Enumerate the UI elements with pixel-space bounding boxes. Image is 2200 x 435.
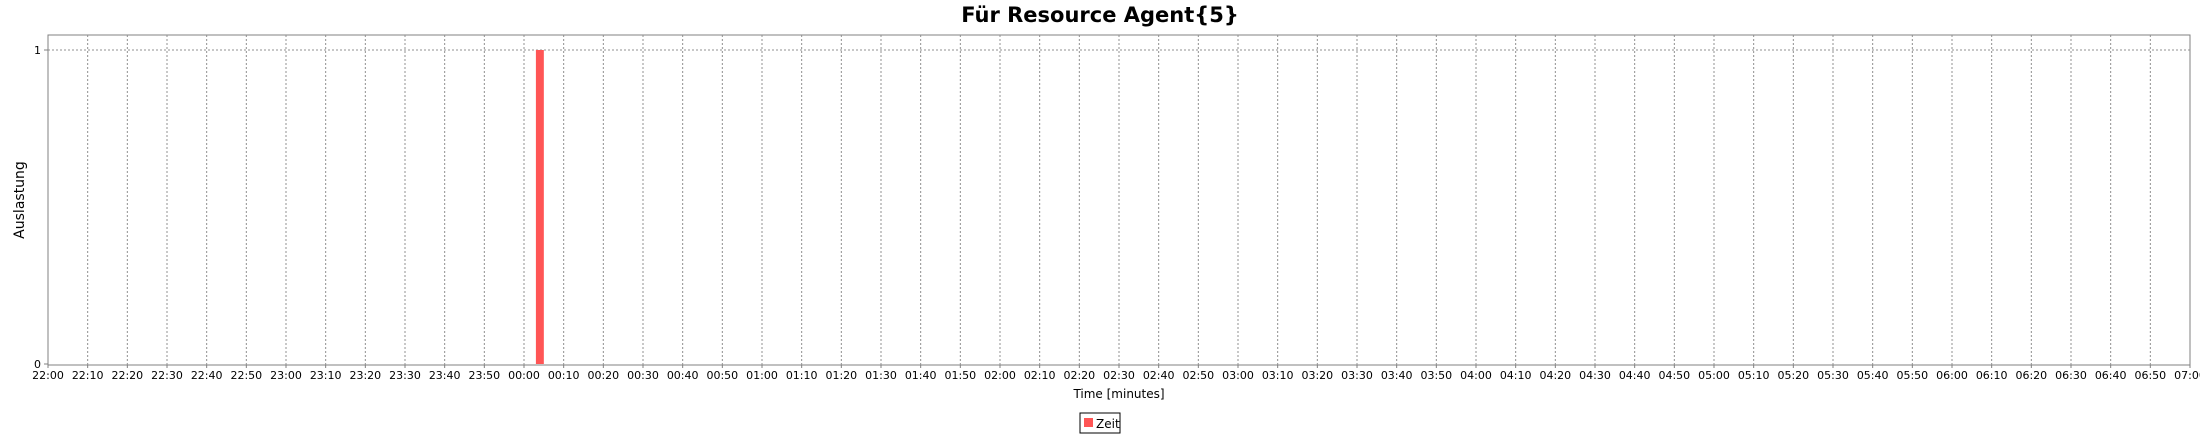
x-tick-label: 23:00 — [270, 369, 302, 382]
x-tick-label: 01:20 — [825, 369, 857, 382]
x-tick-label: 00:20 — [587, 369, 619, 382]
x-tick-label: 04:50 — [1658, 369, 1690, 382]
x-tick-label: 03:00 — [1222, 369, 1254, 382]
x-tick-label: 01:10 — [786, 369, 818, 382]
x-tick-label: 05:30 — [1817, 369, 1849, 382]
x-tick-label: 04:00 — [1460, 369, 1492, 382]
x-tick-label: 03:50 — [1420, 369, 1452, 382]
x-tick-label: 04:40 — [1619, 369, 1651, 382]
legend-swatch — [1084, 418, 1093, 427]
x-tick-label: 05:20 — [1777, 369, 1809, 382]
y-tick-label: 1 — [34, 44, 41, 57]
x-tick-label: 06:10 — [1976, 369, 2008, 382]
x-tick-label: 22:20 — [111, 369, 143, 382]
x-tick-label: 01:30 — [865, 369, 897, 382]
x-tick-label: 02:40 — [1143, 369, 1175, 382]
x-tick-label: 22:30 — [151, 369, 183, 382]
x-tick-label: 04:10 — [1500, 369, 1532, 382]
x-tick-label: 06:40 — [2095, 369, 2127, 382]
bar-series — [535, 50, 544, 364]
x-axis-label: Time [minutes] — [1072, 387, 1164, 401]
x-tick-label: 03:10 — [1262, 369, 1294, 382]
x-tick-label: 22:40 — [191, 369, 223, 382]
x-tick-label: 03:40 — [1381, 369, 1413, 382]
grid — [48, 35, 2190, 365]
x-tick-label: 23:40 — [429, 369, 461, 382]
x-tick-label: 22:10 — [72, 369, 104, 382]
x-tick-label: 06:30 — [2055, 369, 2087, 382]
x-tick-label: 02:20 — [1063, 369, 1095, 382]
x-tick-label: 00:10 — [548, 369, 580, 382]
x-tick-label: 05:40 — [1857, 369, 1889, 382]
x-tick-label: 00:50 — [706, 369, 738, 382]
legend: Zeit — [1079, 412, 1121, 434]
y-axis: 01 — [34, 44, 48, 371]
x-tick-label: 22:50 — [230, 369, 262, 382]
bar — [535, 50, 544, 364]
x-tick-label: 01:50 — [944, 369, 976, 382]
legend-label: Zeit — [1096, 417, 1120, 431]
x-tick-label: 04:20 — [1539, 369, 1571, 382]
x-tick-label: 04:30 — [1579, 369, 1611, 382]
x-tick-label: 01:40 — [905, 369, 937, 382]
y-tick-label: 0 — [34, 358, 41, 371]
x-tick-label: 03:30 — [1341, 369, 1373, 382]
x-tick-label: 23:20 — [349, 369, 381, 382]
x-tick-label: 00:40 — [667, 369, 699, 382]
x-axis: 22:00 22:10 22:20 22:30 22:40 22:50 23:00 23:10… — [32, 365, 2200, 382]
x-tick-label: 03:20 — [1301, 369, 1333, 382]
y-axis-label: Auslastung — [12, 161, 28, 239]
x-tick-label: 01:00 — [746, 369, 778, 382]
x-tick-label: 02:00 — [984, 369, 1016, 382]
x-tick-label: 06:50 — [2134, 369, 2166, 382]
x-tick-label: 06:20 — [2015, 369, 2047, 382]
x-tick-label: 02:30 — [1103, 369, 1135, 382]
x-tick-label: 05:50 — [1896, 369, 1928, 382]
x-tick-label: 07:00 — [2174, 369, 2200, 382]
chart-title: Für Resource Agent{5} — [961, 3, 1239, 27]
x-tick-label: 02:10 — [1024, 369, 1056, 382]
x-tick-label: 05:00 — [1698, 369, 1730, 382]
x-tick-label: 06:00 — [1936, 369, 1968, 382]
x-tick-label: 00:30 — [627, 369, 659, 382]
x-tick-label: 00:00 — [508, 369, 540, 382]
x-tick-label: 22:00 — [32, 369, 64, 382]
x-tick-label: 23:50 — [468, 369, 500, 382]
x-tick-label: 23:30 — [389, 369, 421, 382]
x-tick-label: 05:10 — [1738, 369, 1770, 382]
x-tick-label: 02:50 — [1182, 369, 1214, 382]
x-tick-label: 23:10 — [310, 369, 342, 382]
